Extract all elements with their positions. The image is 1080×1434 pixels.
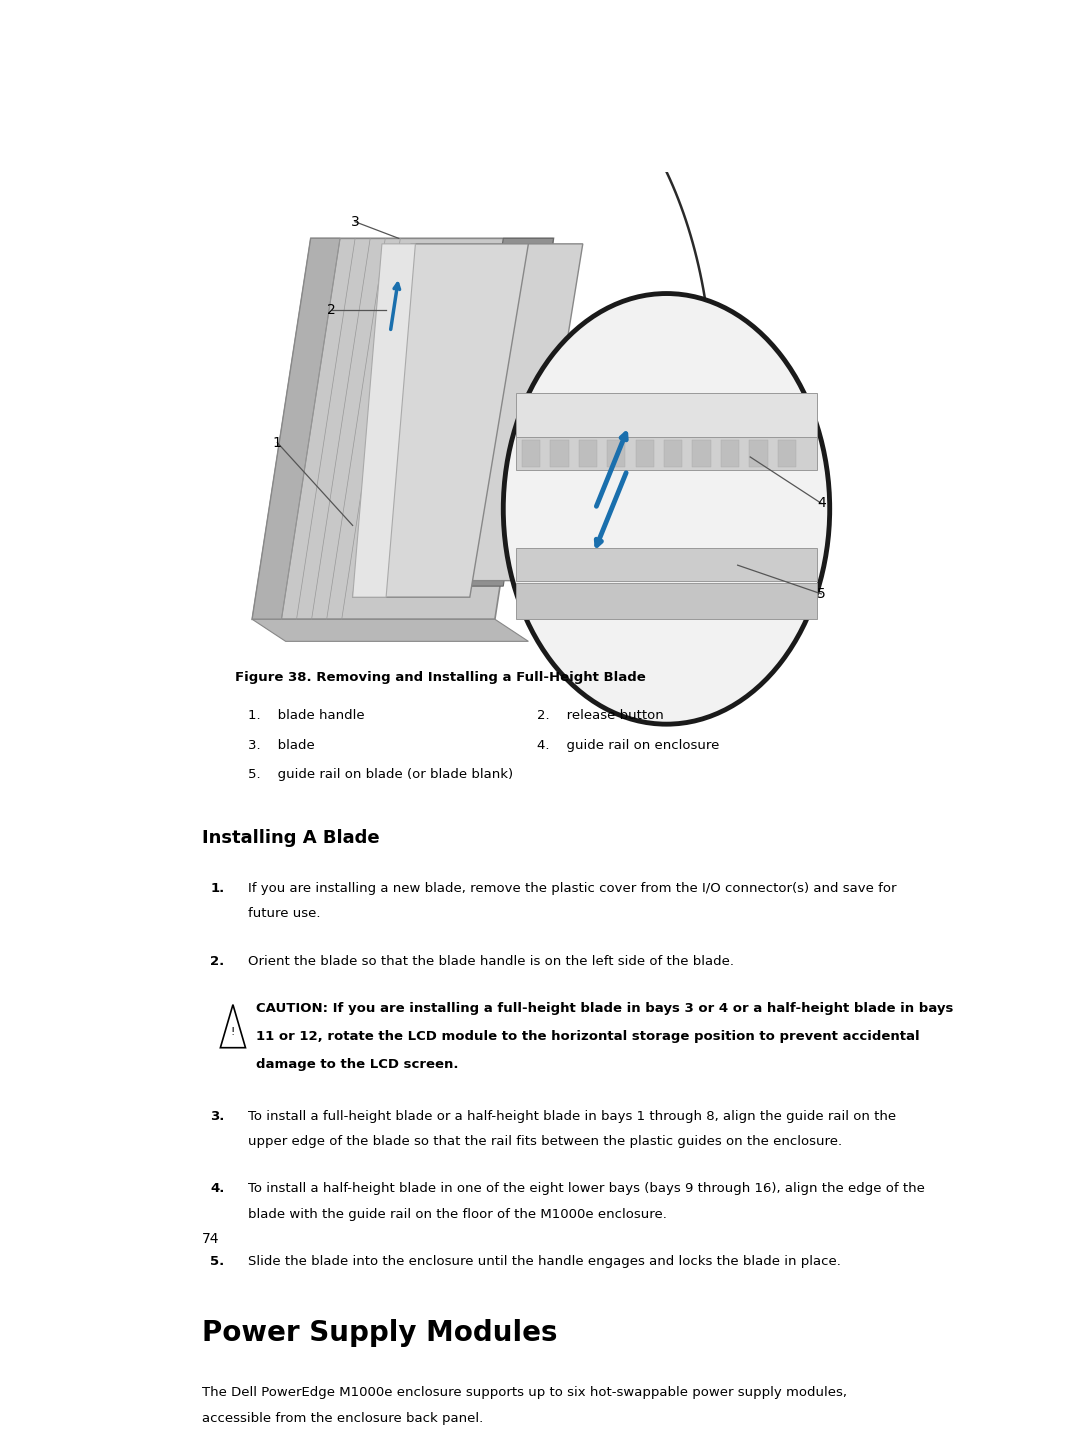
Text: !: ! [231, 1027, 235, 1037]
Text: 3.    blade: 3. blade [248, 739, 314, 751]
Polygon shape [516, 393, 818, 437]
Polygon shape [516, 437, 818, 470]
Polygon shape [516, 582, 818, 619]
Text: Slide the blade into the enclosure until the handle engages and locks the blade : Slide the blade into the enclosure until… [248, 1255, 841, 1268]
Text: If you are installing a new blade, remove the plastic cover from the I/O connect: If you are installing a new blade, remov… [248, 882, 896, 895]
Polygon shape [352, 244, 416, 597]
Text: 5.: 5. [211, 1255, 225, 1268]
Circle shape [503, 294, 829, 724]
Text: Installing A Blade: Installing A Blade [202, 829, 379, 847]
Polygon shape [253, 619, 528, 641]
Polygon shape [516, 548, 818, 581]
Text: upper edge of the blade so that the rail fits between the plastic guides on the : upper edge of the blade so that the rail… [248, 1134, 842, 1149]
Text: damage to the LCD screen.: damage to the LCD screen. [256, 1058, 459, 1071]
Polygon shape [454, 238, 554, 587]
Text: 11 or 12, rotate the LCD module to the horizontal storage position to prevent ac: 11 or 12, rotate the LCD module to the h… [256, 1030, 920, 1043]
Text: 4.: 4. [211, 1183, 225, 1196]
Bar [522, 440, 540, 467]
Text: 1.: 1. [211, 882, 225, 895]
Bar [579, 440, 597, 467]
Bar [750, 440, 768, 467]
Text: CAUTION: If you are installing a full-height blade in bays 3 or 4 or a half-heig: CAUTION: If you are installing a full-he… [256, 1002, 954, 1015]
Text: 2.: 2. [211, 955, 225, 968]
Text: The Dell PowerEdge M1000e enclosure supports up to six hot-swappable power suppl: The Dell PowerEdge M1000e enclosure supp… [202, 1385, 847, 1398]
Text: 5.    guide rail on blade (or blade blank): 5. guide rail on blade (or blade blank) [248, 769, 513, 782]
Text: 2.    release button: 2. release button [537, 708, 663, 721]
Text: 5: 5 [816, 587, 826, 601]
Polygon shape [253, 238, 340, 619]
Polygon shape [454, 244, 583, 581]
Polygon shape [352, 244, 528, 597]
Text: 1: 1 [273, 436, 282, 450]
Text: To install a half-height blade in one of the eight lower bays (bays 9 through 16: To install a half-height blade in one of… [248, 1183, 924, 1196]
Bar [692, 440, 711, 467]
Bar [664, 440, 683, 467]
Text: future use.: future use. [248, 908, 321, 921]
Text: 4: 4 [816, 496, 826, 511]
Bar [635, 440, 654, 467]
Text: Figure 38. Removing and Installing a Full-Height Blade: Figure 38. Removing and Installing a Ful… [235, 671, 646, 684]
Text: Orient the blade so that the blade handle is on the left side of the blade.: Orient the blade so that the blade handl… [248, 955, 734, 968]
Text: 3.: 3. [211, 1110, 225, 1123]
Text: 1.    blade handle: 1. blade handle [248, 708, 365, 721]
Text: blade with the guide rail on the floor of the M1000e enclosure.: blade with the guide rail on the floor o… [248, 1207, 666, 1220]
Text: accessible from the enclosure back panel.: accessible from the enclosure back panel… [202, 1412, 483, 1425]
Polygon shape [220, 1005, 245, 1048]
Polygon shape [253, 238, 554, 619]
Bar [550, 440, 568, 467]
Text: To install a full-height blade or a half-height blade in bays 1 through 8, align: To install a full-height blade or a half… [248, 1110, 896, 1123]
Text: 4.    guide rail on enclosure: 4. guide rail on enclosure [537, 739, 719, 751]
Text: 74: 74 [202, 1232, 219, 1246]
Text: Power Supply Modules: Power Supply Modules [202, 1319, 557, 1348]
Text: 2: 2 [327, 303, 336, 317]
Bar [778, 440, 796, 467]
Text: 3: 3 [351, 215, 360, 229]
Bar [721, 440, 740, 467]
Bar [607, 440, 625, 467]
